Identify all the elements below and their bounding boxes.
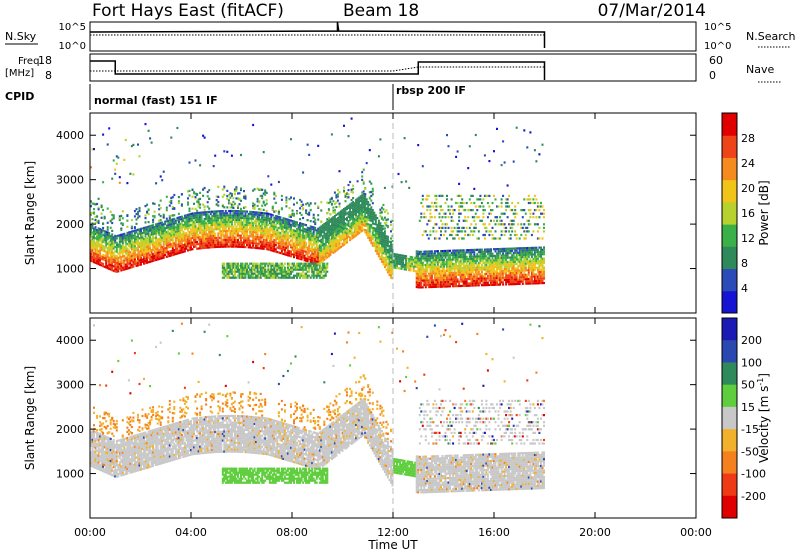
- power-ylabel: Slant Range [km]: [23, 161, 37, 265]
- colorbar-swatch: [722, 157, 737, 181]
- colorbar-swatch: [722, 451, 737, 475]
- nave-label: Nave: [746, 63, 774, 76]
- colorbar-swatch: [722, 246, 737, 270]
- colorbar-swatch: [722, 179, 737, 203]
- colorbar-swatch: [722, 406, 737, 430]
- colorbar-swatch: [722, 268, 737, 292]
- y-tick-label: 3000: [56, 379, 84, 392]
- nave-tick-top: 60: [709, 54, 723, 67]
- power-cells: [90, 117, 545, 289]
- x-tick-label: 08:00: [276, 526, 308, 539]
- power-colorbar-label: Power [dB]: [757, 180, 771, 245]
- beam-label: Beam 18: [343, 1, 419, 21]
- colorbar-tick-label: 50: [741, 379, 755, 392]
- nsky-lines: [89, 21, 546, 48]
- x-tick-label: 12:00: [377, 526, 409, 539]
- colorbar-tick-label: 4: [741, 282, 748, 295]
- colorbar-tick-label: -200: [741, 490, 766, 503]
- colorbar-tick-label: 20: [741, 182, 755, 195]
- velocity-ylabel: Slant Range [km]: [23, 366, 37, 470]
- colorbar-swatch: [722, 429, 737, 452]
- velocity-cells: [90, 322, 545, 494]
- colorbar-tick-label: 12: [741, 232, 755, 245]
- y-tick-label: 4000: [56, 129, 84, 142]
- colorbar-swatch: [722, 290, 737, 314]
- y-tick-label: 4000: [56, 334, 84, 347]
- power-panel: 1000 2000 3000 4000 Slant Range [km] 4 8 12 16…: [23, 112, 771, 314]
- colorbar-swatch: [722, 113, 737, 136]
- y-tick-label: 1000: [56, 468, 84, 481]
- colorbar-tick-label: 16: [741, 207, 755, 220]
- power-colorbar: 4 8 12 16 20 24 28: [721, 112, 755, 314]
- colorbar-tick-label: 28: [741, 132, 755, 145]
- y-tick-label: 3000: [56, 174, 84, 187]
- colorbar-tick-label: 100: [741, 356, 762, 369]
- y-tick-label: 2000: [56, 423, 84, 436]
- x-tick-label: 00:00: [74, 526, 106, 539]
- velocity-y-axis: 1000 2000 3000 4000: [56, 334, 696, 481]
- nsky-tick-bottom: 10^0: [59, 41, 86, 52]
- x-tick-label: 20:00: [579, 526, 611, 539]
- x-tick-label: 16:00: [478, 526, 510, 539]
- colorbar-tick-label: -50: [741, 445, 759, 458]
- colorbar-swatch: [722, 135, 737, 158]
- power-y-axis: 1000 2000 3000 4000: [56, 129, 696, 276]
- colorbar-swatch: [722, 340, 737, 363]
- colorbar-swatch: [722, 201, 737, 225]
- colorbar-swatch: [722, 473, 737, 497]
- y-tick-label: 1000: [56, 263, 84, 276]
- colorbar-tick-label: 8: [741, 257, 748, 270]
- freq-panel: Freq. [MHz] 18 8 60 0 Nave: [5, 53, 782, 83]
- time-axis: 00:00 04:00 08:00 12:00 16:00 20:00 00:00: [74, 113, 712, 539]
- freq-tick-bottom: 8: [45, 69, 52, 82]
- colorbar-swatch: [722, 224, 737, 247]
- colorbar-tick-label: -15: [741, 423, 759, 436]
- colorbar-tick-label: 24: [741, 157, 755, 170]
- colorbar-tick-label: 200: [741, 334, 762, 347]
- colorbar-swatch: [722, 318, 737, 341]
- velocity-colorbar: 200 100 50 15 -15 -50 -100 -200: [721, 317, 766, 519]
- date-label: 07/Mar/2014: [598, 1, 706, 21]
- cpid-segment-rbsp: rbsp 200 IF: [396, 84, 466, 97]
- nsearch-tick-top: 10^5: [704, 22, 731, 33]
- nsearch-label: N.Search: [746, 30, 796, 43]
- colorbar-swatch: [722, 495, 737, 519]
- nave-tick-bottom: 0: [709, 69, 716, 82]
- colorbar-swatch: [722, 362, 737, 386]
- nsky-tick-top: 10^5: [59, 22, 86, 33]
- freq-lines: [90, 60, 546, 80]
- colorbar-tick-label: -100: [741, 468, 766, 481]
- nsearch-tick-bottom: 10^0: [704, 41, 731, 52]
- x-tick-label: 04:00: [175, 526, 207, 539]
- colorbar-swatch: [722, 384, 737, 408]
- freq-tick-top: 18: [38, 54, 52, 67]
- colorbar-tick-label: 15: [741, 401, 755, 414]
- station-title: Fort Hays East (fitACF): [92, 1, 284, 21]
- nsky-panel: N.Sky 10^5 10^0 10^5 10^0 N.Search: [5, 21, 796, 52]
- velocity-colorbar-label: Velocity [m s-1]: [756, 373, 771, 463]
- freq-units: [MHz]: [5, 68, 34, 79]
- x-tick-label: 00:00: [680, 526, 712, 539]
- cpid-segment-normal: normal (fast) 151 IF: [94, 94, 218, 107]
- x-axis-label: Time UT: [367, 538, 418, 552]
- freq-label: Freq.: [18, 56, 43, 67]
- velocity-panel: 1000 2000 3000 4000 Slant Range [km] 200 100…: [23, 317, 771, 519]
- y-tick-label: 2000: [56, 218, 84, 231]
- cpid-label: CPID: [5, 90, 34, 103]
- nsky-label: N.Sky: [5, 30, 37, 43]
